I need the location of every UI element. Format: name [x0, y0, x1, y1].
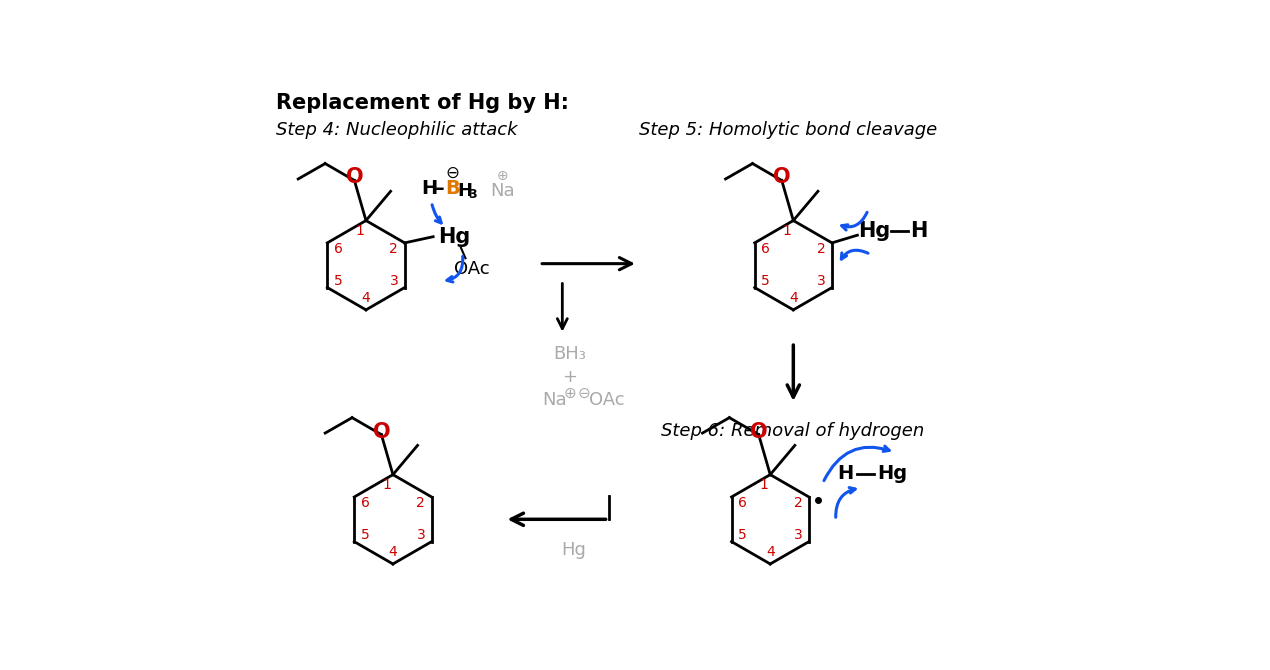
- Text: Hg: Hg: [859, 221, 890, 241]
- Text: 4: 4: [789, 291, 798, 306]
- Text: 2: 2: [390, 242, 399, 256]
- Text: 3: 3: [467, 188, 476, 201]
- Text: 2: 2: [794, 496, 803, 510]
- Text: 2: 2: [417, 496, 425, 510]
- Text: H: H: [420, 179, 437, 198]
- Text: Hg: Hg: [561, 541, 587, 559]
- Text: 1: 1: [782, 224, 791, 239]
- Text: ⊖: ⊖: [446, 163, 460, 182]
- Text: H: H: [911, 221, 927, 241]
- Text: B: B: [444, 179, 460, 198]
- Text: H: H: [457, 182, 472, 200]
- Text: Na: Na: [542, 391, 566, 409]
- Text: 5: 5: [361, 529, 370, 543]
- Text: O: O: [749, 421, 767, 442]
- Text: Na: Na: [490, 182, 516, 200]
- Text: 4: 4: [362, 291, 371, 306]
- Text: Hg: Hg: [878, 464, 907, 483]
- Text: +: +: [563, 368, 578, 386]
- Text: O: O: [345, 168, 363, 188]
- Text: 5: 5: [738, 529, 747, 543]
- Text: ⊖: ⊖: [578, 387, 591, 401]
- Text: Step 4: Nucleophilic attack: Step 4: Nucleophilic attack: [276, 121, 517, 139]
- Text: 5: 5: [334, 275, 343, 288]
- Text: 3: 3: [417, 529, 425, 543]
- Text: Step 6: Removal of hydrogen: Step 6: Removal of hydrogen: [660, 421, 925, 440]
- Text: O: O: [773, 168, 791, 188]
- Text: –: –: [436, 179, 444, 198]
- Text: O: O: [372, 421, 390, 442]
- Text: 6: 6: [738, 496, 747, 510]
- Text: 6: 6: [334, 242, 343, 256]
- Text: OAc: OAc: [453, 260, 489, 278]
- Text: Hg: Hg: [438, 226, 471, 247]
- Text: 3: 3: [817, 275, 826, 288]
- Text: 4: 4: [766, 545, 775, 559]
- Text: 3: 3: [794, 529, 803, 543]
- Text: ⊕: ⊕: [498, 169, 509, 183]
- Text: 4: 4: [389, 545, 398, 559]
- Text: Replacement of Hg by H:: Replacement of Hg by H:: [276, 94, 569, 113]
- Text: 1: 1: [382, 478, 391, 492]
- Text: 6: 6: [361, 496, 370, 510]
- Text: BH₃: BH₃: [554, 345, 587, 362]
- Text: ⊕: ⊕: [564, 387, 577, 401]
- Text: 1: 1: [759, 478, 768, 492]
- Text: 1: 1: [356, 224, 364, 239]
- Text: H: H: [838, 464, 853, 483]
- Text: OAc: OAc: [589, 391, 625, 409]
- Text: 2: 2: [817, 242, 826, 256]
- Text: 5: 5: [761, 275, 770, 288]
- Text: 6: 6: [761, 242, 770, 256]
- Text: Step 5: Homolytic bond cleavage: Step 5: Homolytic bond cleavage: [639, 121, 937, 139]
- Text: 3: 3: [390, 275, 399, 288]
